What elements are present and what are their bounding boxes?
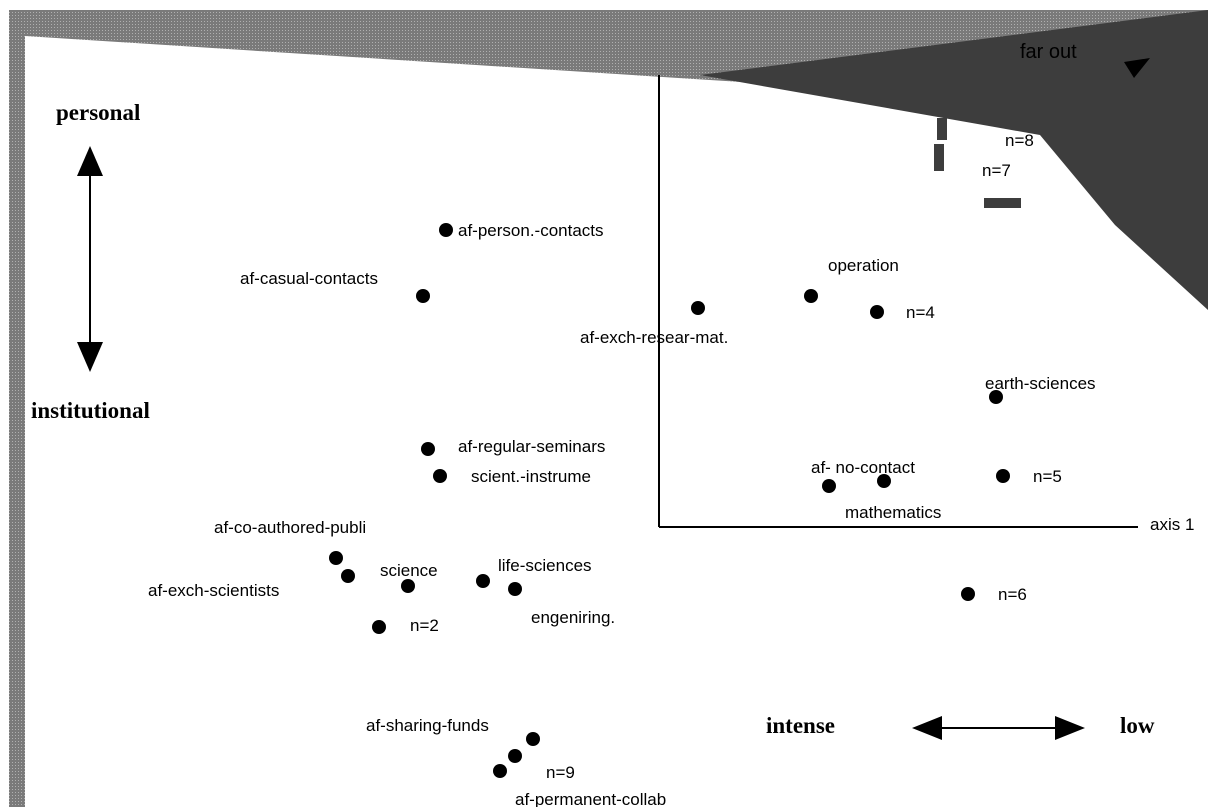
point-label: n=9 — [546, 763, 575, 782]
point-marker — [877, 474, 891, 488]
point-label: af-exch-scientists — [148, 581, 279, 600]
institutional-label: institutional — [31, 398, 150, 423]
point-marker — [961, 587, 975, 601]
personal-label: personal — [56, 100, 140, 125]
point-marker — [804, 289, 818, 303]
point-marker — [526, 732, 540, 746]
arrow-right-icon — [1055, 716, 1085, 740]
point-marker — [870, 305, 884, 319]
point-marker — [439, 223, 453, 237]
point-label: scient.-instrume — [471, 467, 591, 486]
point-label: n=6 — [998, 585, 1027, 604]
far-out-label: far out — [1020, 41, 1077, 63]
point-label: af-sharing-funds — [366, 716, 489, 735]
arrow-up-icon — [77, 146, 103, 176]
far-out-arrow-icon — [1124, 58, 1150, 78]
point-label: af-person.-contacts — [458, 221, 604, 240]
axis-1-label: axis 1 — [1150, 515, 1194, 534]
point-label: life-sciences — [498, 556, 592, 575]
point-marker — [996, 469, 1010, 483]
arrow-left-icon — [912, 716, 942, 740]
low-label: low — [1120, 713, 1155, 738]
point-label: af-permanent-collab — [515, 790, 666, 807]
point-marker — [421, 442, 435, 456]
point-marker — [433, 469, 447, 483]
point-label: n=2 — [410, 616, 439, 635]
point-label: science — [380, 561, 438, 580]
point-marker — [822, 479, 836, 493]
far-out-point-label: n=7 — [982, 161, 1011, 180]
point-label: af-regular-seminars — [458, 437, 605, 456]
point-label: af-co-authored-publi — [214, 518, 366, 537]
point-marker — [329, 551, 343, 565]
intense-label: intense — [766, 713, 835, 738]
far-out-bar — [937, 118, 947, 140]
point-marker — [508, 582, 522, 596]
point-marker — [341, 569, 355, 583]
point-marker — [493, 764, 507, 778]
point-marker — [989, 390, 1003, 404]
point-marker — [508, 749, 522, 763]
point-label: n=4 — [906, 303, 935, 322]
point-marker — [416, 289, 430, 303]
point-marker — [372, 620, 386, 634]
point-marker — [476, 574, 490, 588]
point-label: n=5 — [1033, 467, 1062, 486]
far-out-bar — [984, 198, 1021, 208]
point-label: af-exch-resear-mat. — [580, 328, 728, 347]
point-label: af-casual-contacts — [240, 269, 378, 288]
far-out-point-label: n=8 — [1005, 131, 1034, 150]
point-label: af- no-contact — [811, 458, 915, 477]
point-marker — [691, 301, 705, 315]
point-marker — [401, 579, 415, 593]
far-out-region — [700, 10, 1208, 310]
arrow-down-icon — [77, 342, 103, 372]
point-label: engeniring. — [531, 608, 615, 627]
point-label: operation — [828, 256, 899, 275]
far-out-bar — [934, 144, 944, 171]
point-label: earth-sciences — [985, 374, 1096, 393]
point-label: mathematics — [845, 503, 941, 522]
